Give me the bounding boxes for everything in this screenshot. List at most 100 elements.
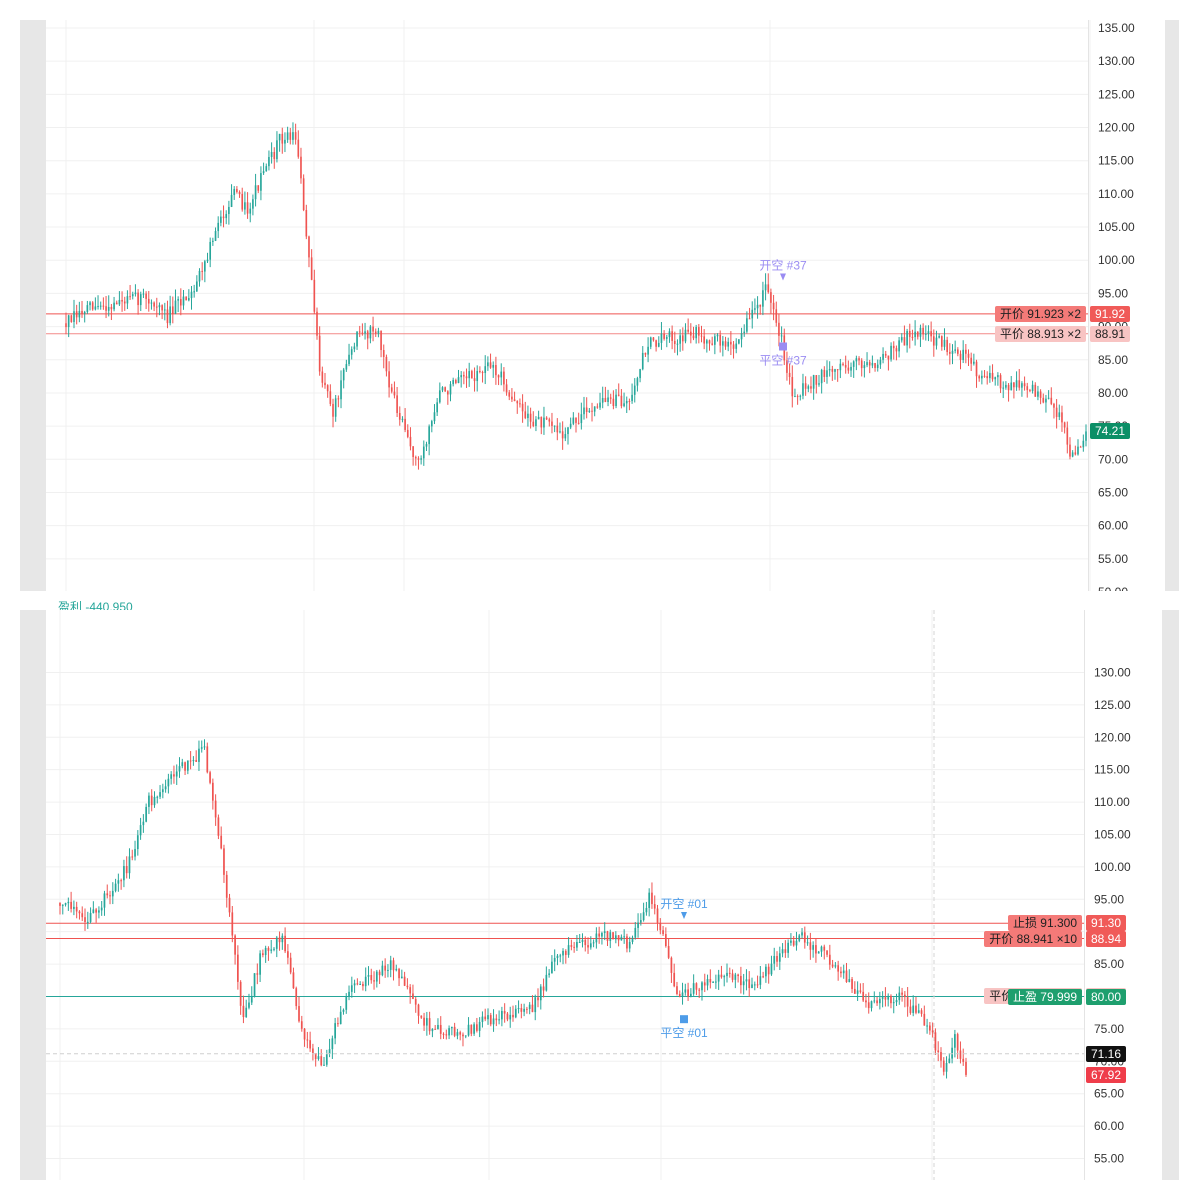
candle-body	[644, 352, 647, 355]
candle-body	[756, 304, 759, 309]
candle	[662, 925, 664, 936]
candle	[481, 370, 484, 383]
candle-body	[701, 982, 703, 991]
candle	[348, 985, 350, 1001]
candle-body	[259, 953, 261, 975]
candle	[778, 313, 780, 347]
candle	[799, 394, 802, 401]
candle-body	[105, 306, 107, 311]
candle	[462, 1032, 464, 1047]
candle-body	[954, 349, 956, 351]
candle	[754, 298, 756, 314]
candle	[795, 931, 798, 951]
candle	[567, 426, 569, 445]
candle-body	[462, 1034, 464, 1037]
candle	[596, 403, 599, 409]
candle-body	[738, 339, 740, 344]
candle	[236, 186, 238, 194]
candle	[158, 302, 161, 316]
candle-body	[794, 396, 796, 398]
candle	[697, 324, 700, 344]
order-label-tag[interactable]: 止损 91.300	[1007, 915, 1082, 932]
candle	[812, 941, 815, 958]
candle-body	[228, 206, 230, 215]
top-candlestick-chart[interactable]: 135.00 130.00 125.00 120.00 115.00 110.00 105.…	[46, 20, 1137, 591]
candle	[671, 325, 673, 350]
candle	[930, 321, 932, 342]
candle-body	[957, 349, 959, 354]
candle-body	[575, 417, 577, 423]
candle-body	[342, 1009, 345, 1012]
candle	[284, 927, 286, 954]
candle	[890, 342, 892, 362]
candle-body	[851, 979, 853, 989]
candle	[380, 330, 382, 358]
candle-body	[670, 957, 673, 973]
order-label-tag[interactable]: 开价 91.923 ×2	[994, 305, 1086, 322]
top-chart-panel[interactable]: 135.00 130.00 125.00 120.00 115.00 110.00 105.…	[46, 20, 1137, 591]
candle	[842, 964, 845, 979]
candle	[842, 362, 844, 367]
candle	[173, 765, 175, 784]
candle	[320, 1049, 323, 1067]
candle-body	[676, 986, 678, 995]
candle	[866, 352, 868, 368]
order-label-tag[interactable]: 止盈 79.999	[1007, 988, 1082, 1005]
candle-body	[634, 927, 637, 938]
candle	[337, 395, 340, 408]
candle	[400, 969, 403, 979]
candle	[73, 299, 75, 329]
candle-body	[983, 375, 986, 377]
bottom-chart-panel[interactable]: 130.00 125.00 120.00 115.00 110.00 105.00 100.…	[46, 610, 1137, 1180]
candle	[185, 296, 187, 301]
candle	[604, 386, 607, 403]
candle	[356, 978, 359, 986]
candle-body	[495, 1018, 498, 1021]
candle-body	[562, 950, 564, 956]
candle	[436, 398, 438, 416]
candle-body	[641, 352, 644, 370]
candle	[187, 289, 190, 302]
candle	[848, 969, 851, 983]
candle	[1042, 393, 1045, 404]
candle	[1055, 399, 1058, 429]
candle	[145, 291, 147, 310]
candle	[177, 296, 179, 313]
candle-body	[225, 874, 228, 898]
candle	[701, 981, 703, 1001]
candle-body	[1013, 382, 1015, 388]
candle-body	[659, 922, 662, 931]
candle	[478, 1017, 481, 1038]
candle-body	[868, 362, 871, 366]
bottom-candlestick-chart[interactable]: 130.00 125.00 120.00 115.00 110.00 105.00 100.…	[46, 610, 1137, 1180]
candle-body	[396, 395, 398, 414]
candle	[548, 969, 550, 978]
candle-body	[647, 346, 649, 355]
candle	[770, 955, 773, 976]
candle-body	[503, 371, 505, 385]
candle	[601, 931, 603, 945]
candle	[901, 987, 903, 1002]
candle	[951, 344, 954, 365]
y-tick-label: 75.00	[1094, 1022, 1124, 1036]
candle-body	[795, 940, 798, 946]
y-tick-label: 50.00	[1098, 585, 1128, 591]
candle	[98, 906, 100, 919]
candle	[198, 268, 201, 287]
candle	[831, 365, 834, 381]
candle	[595, 927, 598, 949]
order-label-tag[interactable]: 平价 88.913 ×2	[994, 325, 1086, 342]
order-label-tag[interactable]: 开价 88.941 ×10	[984, 930, 1082, 947]
candle	[909, 999, 912, 1015]
candle-body	[711, 343, 714, 345]
candle-body	[919, 327, 922, 337]
candle	[715, 974, 717, 989]
candle	[712, 980, 714, 983]
candle-body	[684, 329, 687, 342]
candle-body	[664, 934, 667, 947]
candle-body	[378, 971, 381, 976]
candle-body	[911, 336, 914, 338]
candle-body	[65, 323, 67, 328]
candle	[851, 976, 853, 994]
candle-body	[1061, 412, 1063, 423]
